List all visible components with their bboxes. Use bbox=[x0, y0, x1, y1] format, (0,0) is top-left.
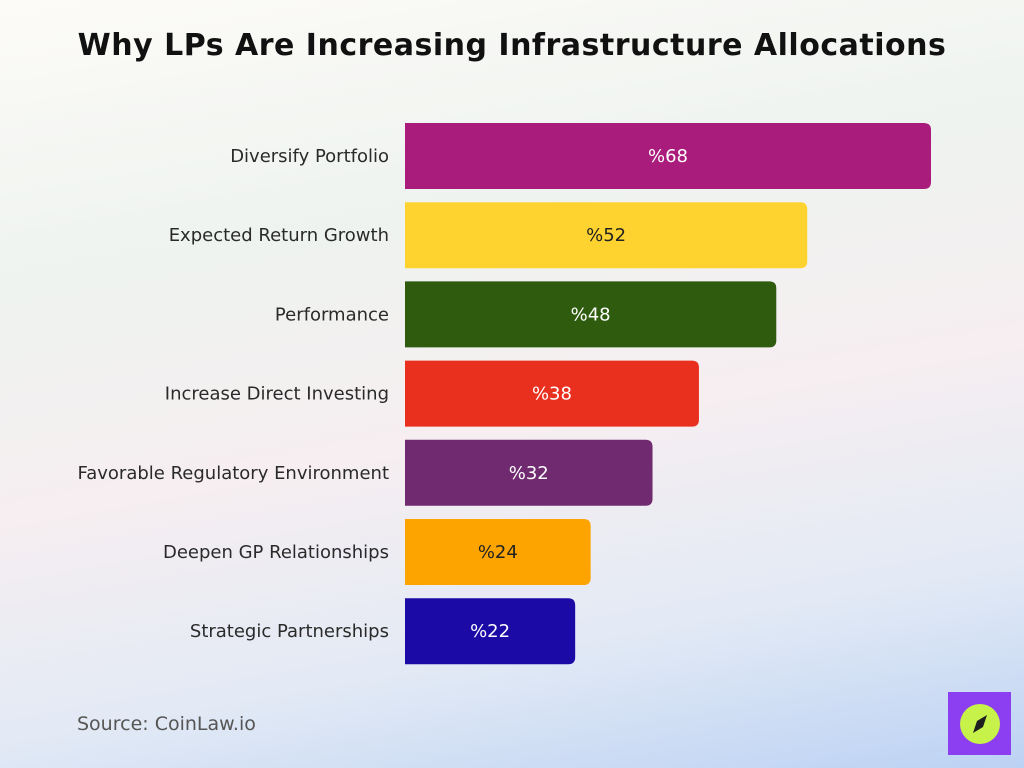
category-label: Performance bbox=[275, 304, 389, 325]
bar-expected-return-growth bbox=[405, 202, 808, 269]
category-label: Diversify Portfolio bbox=[230, 146, 389, 167]
value-label: %52 bbox=[586, 225, 626, 246]
bar-favorable-regulatory-environment bbox=[405, 439, 653, 506]
bar-chart: Diversify Portfolio %68 Expected Return Gr… bbox=[78, 123, 931, 665]
category-label: Strategic Partnerships bbox=[190, 621, 389, 642]
value-label: %22 bbox=[470, 621, 510, 642]
chart-title: Why LPs Are Increasing Infrastructure Al… bbox=[77, 28, 947, 63]
category-label: Deepen GP Relationships bbox=[163, 542, 389, 563]
bar-deepen-gp-relationships bbox=[405, 519, 591, 585]
value-label: %38 bbox=[532, 384, 572, 405]
bar-increase-direct-investing bbox=[405, 360, 699, 427]
value-label: %48 bbox=[571, 304, 611, 325]
compass-icon bbox=[959, 703, 1000, 744]
category-label: Increase Direct Investing bbox=[165, 384, 389, 405]
bar-diversify-portfolio bbox=[405, 123, 931, 189]
category-label: Favorable Regulatory Environment bbox=[78, 463, 389, 484]
value-label: %24 bbox=[478, 542, 518, 563]
bar-performance bbox=[405, 281, 777, 348]
value-label: %68 bbox=[648, 146, 688, 167]
bar-strategic-partnerships bbox=[405, 598, 576, 665]
category-label: Expected Return Growth bbox=[169, 225, 389, 246]
source-note: Source: CoinLaw.io bbox=[77, 713, 256, 735]
brand-logo bbox=[948, 692, 1011, 755]
value-label: %32 bbox=[509, 463, 549, 484]
